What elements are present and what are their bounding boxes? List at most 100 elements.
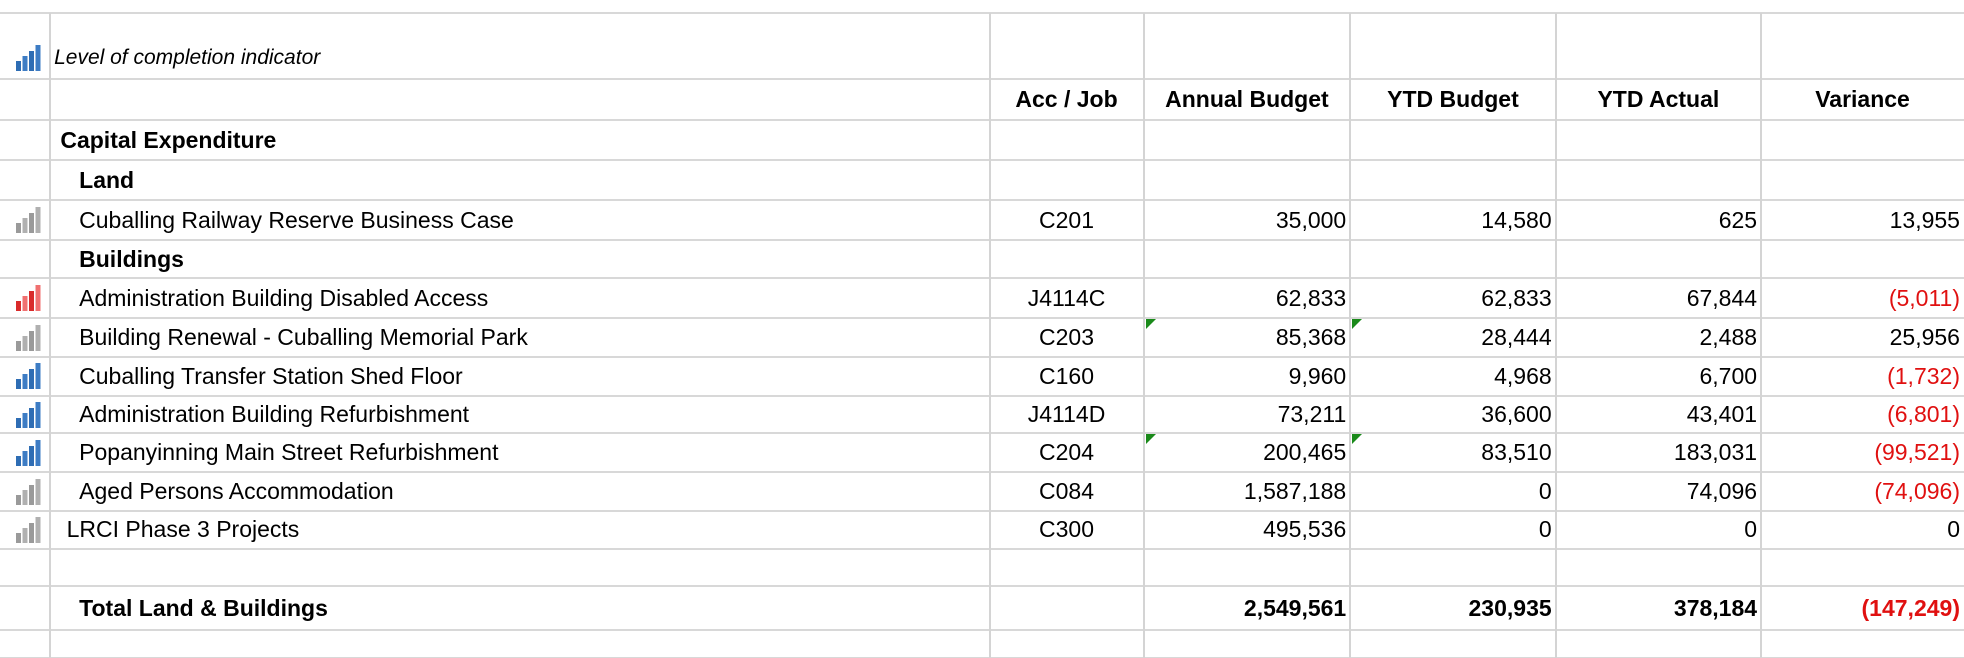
amount: 73,211: [1277, 401, 1347, 428]
icon-bar: [22, 335, 28, 351]
icon-bar: [35, 324, 41, 351]
grid-line: [0, 239, 1964, 242]
icon-bar: [16, 455, 21, 466]
completion-icon: [16, 401, 41, 428]
amount: 14,580: [1481, 206, 1552, 233]
amount: 378,184: [1673, 594, 1758, 621]
grid-line: [0, 159, 1964, 162]
comment-marker: [1352, 319, 1362, 329]
amount: 495,536: [1263, 516, 1347, 543]
icon-bar: [22, 56, 28, 72]
row-label: Cuballing Railway Reserve Business Case: [79, 206, 514, 233]
row-label: Administration Building Disabled Access: [79, 284, 489, 311]
column-header: YTD Budget: [1387, 86, 1519, 113]
icon-bar: [29, 445, 34, 466]
acc-job: C300: [1039, 516, 1095, 543]
amount: (1,732): [1887, 362, 1960, 389]
icon-bar: [35, 363, 41, 390]
icon-bar: [16, 301, 21, 312]
row-label: Popanyinning Main Street Refurbishment: [79, 439, 499, 466]
amount: 74,096: [1686, 478, 1758, 505]
acc-job: J4114D: [1027, 401, 1106, 428]
icon-bar: [22, 218, 28, 234]
row-label: Capital Expenditure: [60, 126, 277, 153]
amount: (147,249): [1861, 594, 1960, 621]
acc-job: C203: [1039, 324, 1095, 351]
grid-line: [49, 12, 52, 658]
icon-bar: [29, 330, 34, 351]
icon-bar: [35, 478, 41, 505]
completion-icon: [16, 478, 41, 505]
amount: 9,960: [1288, 362, 1347, 389]
grid-line: [988, 12, 991, 658]
completion-icon: [16, 363, 41, 390]
grid-line: [1760, 12, 1763, 658]
icon-bar: [16, 61, 21, 72]
amount: 625: [1718, 206, 1758, 233]
legend-text: Level of completion indicator: [54, 46, 321, 70]
icon-bar: [16, 532, 21, 543]
amount: 0: [1744, 516, 1758, 543]
amount: (99,521): [1874, 439, 1960, 466]
icon-bar: [29, 484, 34, 505]
grid-line: [0, 277, 1964, 280]
amount: 85,368: [1275, 324, 1347, 351]
grid-line: [1554, 12, 1557, 658]
amount: 0: [1538, 478, 1552, 505]
grid-line: [0, 471, 1964, 474]
amount: 1,587,188: [1243, 478, 1347, 505]
completion-icon: [16, 207, 41, 234]
row-label: Cuballing Transfer Station Shed Floor: [79, 362, 463, 389]
grid-line: [0, 432, 1964, 435]
grid-line: [1142, 12, 1145, 658]
amount: (6,801): [1887, 401, 1960, 428]
completion-icon: [16, 439, 41, 466]
icon-bar: [29, 213, 34, 234]
icon-bar: [35, 439, 41, 466]
row-label: Total Land & Buildings: [79, 594, 328, 621]
grid-line: [0, 394, 1964, 397]
amount: 6,700: [1699, 362, 1758, 389]
column-header: YTD Actual: [1597, 86, 1720, 113]
icon-bar: [29, 51, 34, 72]
column-header: Annual Budget: [1165, 86, 1329, 113]
icon-bar: [22, 489, 28, 505]
acc-job: C204: [1039, 439, 1095, 466]
amount: 43,401: [1686, 401, 1758, 428]
comment-marker: [1146, 319, 1156, 329]
amount: 28,444: [1481, 324, 1552, 351]
amount: 83,510: [1481, 439, 1552, 466]
icon-bar: [16, 340, 21, 351]
icon-bar: [35, 207, 41, 234]
completion-icon: [16, 324, 41, 351]
icon-bar: [29, 522, 34, 543]
row-label: Building Renewal - Cuballing Memorial Pa…: [79, 324, 528, 351]
grid-line: [0, 585, 1964, 588]
amount: 200,465: [1263, 439, 1347, 466]
grid-line: [0, 547, 1964, 550]
completion-icon: [16, 45, 41, 72]
amount: 2,549,561: [1243, 594, 1347, 621]
amount: 62,833: [1275, 284, 1347, 311]
acc-job: [990, 586, 1144, 630]
amount: 25,956: [1889, 324, 1960, 351]
amount: 183,031: [1673, 439, 1758, 466]
acc-job: C201: [1039, 206, 1095, 233]
icon-bar: [35, 45, 41, 72]
completion-icon: [16, 285, 41, 312]
grid-line: [1349, 12, 1352, 658]
icon-bar: [22, 450, 28, 466]
column-header: Variance: [1815, 86, 1910, 113]
grid-line: [0, 355, 1964, 358]
grid-line: [0, 656, 1964, 658]
icon-bar: [29, 291, 34, 312]
icon-bar: [22, 296, 28, 312]
comment-marker: [1352, 434, 1362, 444]
amount: 35,000: [1275, 206, 1347, 233]
acc-job: J4114C: [1027, 284, 1106, 311]
amount: 13,955: [1889, 206, 1960, 233]
grid-line: [0, 77, 1964, 80]
amount: 2,488: [1699, 324, 1758, 351]
amount: 230,935: [1468, 594, 1552, 621]
